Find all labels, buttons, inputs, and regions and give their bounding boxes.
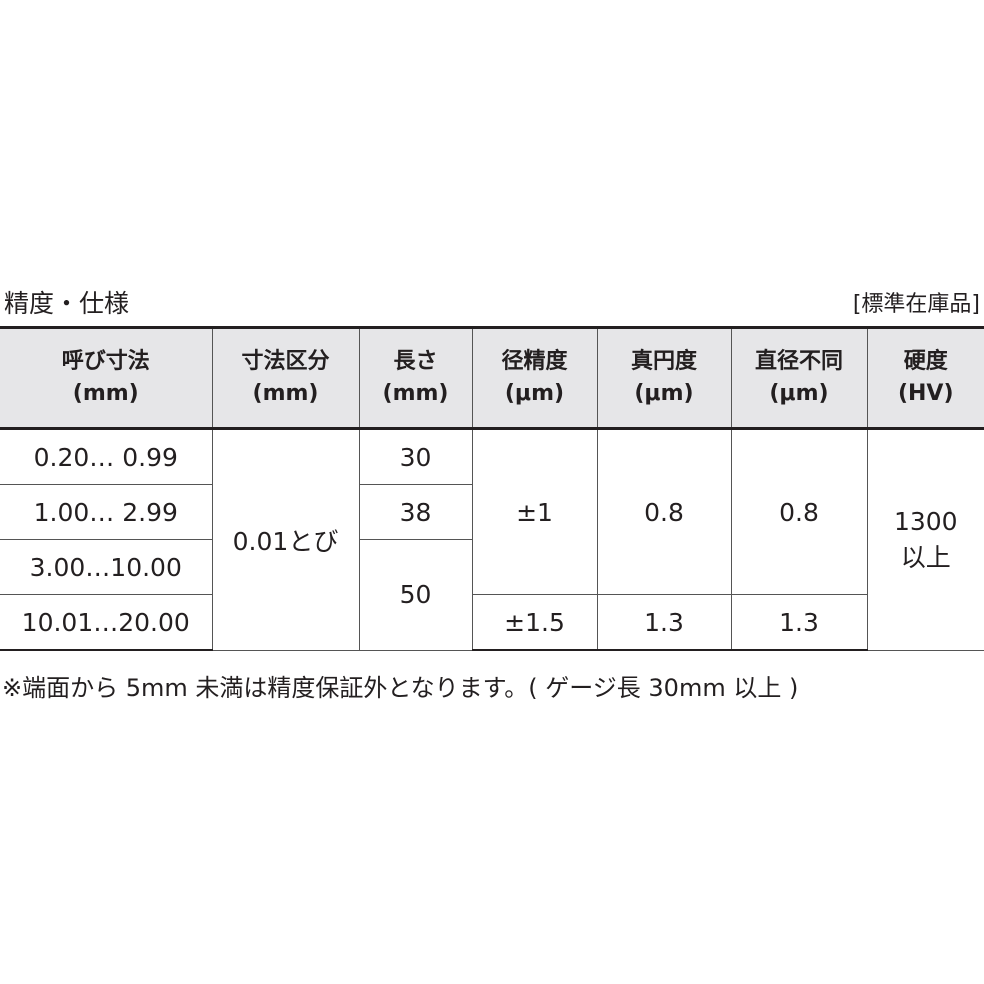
header-hardness: 硬度 (HV) — [866, 326, 984, 430]
length-cell: 38 — [358, 484, 473, 540]
table-row: 10.01…20.00 ±1.5 1.3 1.3 — [0, 594, 984, 651]
nominal-cell: 10.01…20.00 — [0, 594, 213, 651]
length-cell: 50 — [358, 539, 473, 651]
nominal-cell: 1.00… 2.99 — [0, 484, 213, 540]
header-nominal: 呼び寸法 (mm) — [0, 326, 213, 430]
diameter-variation-cell: 0.8 — [730, 428, 868, 595]
stock-label: [標準在庫品] — [852, 292, 980, 317]
header-diameter-variation: 直径不同 (μm) — [730, 326, 868, 430]
header-increment: 寸法区分 (mm) — [211, 326, 360, 430]
increment-cell: 0.01とび — [211, 428, 360, 651]
table-row: 1.00… 2.99 38 — [0, 484, 984, 540]
header-diameter-accuracy: 径精度 (μm) — [471, 326, 598, 430]
roundness-cell: 0.8 — [596, 428, 732, 595]
nominal-cell: 0.20… 0.99 — [0, 428, 213, 485]
nominal-cell: 3.00…10.00 — [0, 539, 213, 595]
hardness-cell: 1300 以上 — [866, 428, 984, 651]
section-title: 精度・仕様 — [4, 289, 130, 318]
diameter-accuracy-cell: ±1.5 — [471, 594, 598, 651]
roundness-cell: 1.3 — [596, 594, 732, 651]
table-row: 3.00…10.00 50 — [0, 539, 984, 651]
footnote: ※端面から 5mm 未満は精度保証外となります。( ゲージ長 30mm 以上 ) — [2, 674, 799, 702]
header-roundness: 真円度 (μm) — [596, 326, 732, 430]
length-cell: 30 — [358, 428, 473, 485]
diameter-variation-cell: 1.3 — [730, 594, 868, 651]
table-row: 0.20… 0.99 0.01とび 30 ±1 0.8 0.8 1300 以上 — [0, 428, 984, 651]
header-row: 呼び寸法 (mm) 寸法区分 (mm) 長さ (mm) 径精度 (μm) 真円度 (μm)… — [0, 326, 984, 430]
diameter-accuracy-cell: ±1 — [471, 428, 598, 595]
spec-table: 呼び寸法 (mm) 寸法区分 (mm) 長さ (mm) 径精度 (μm) 真円度 (μm)… — [0, 326, 984, 651]
header-length: 長さ (mm) — [358, 326, 473, 430]
